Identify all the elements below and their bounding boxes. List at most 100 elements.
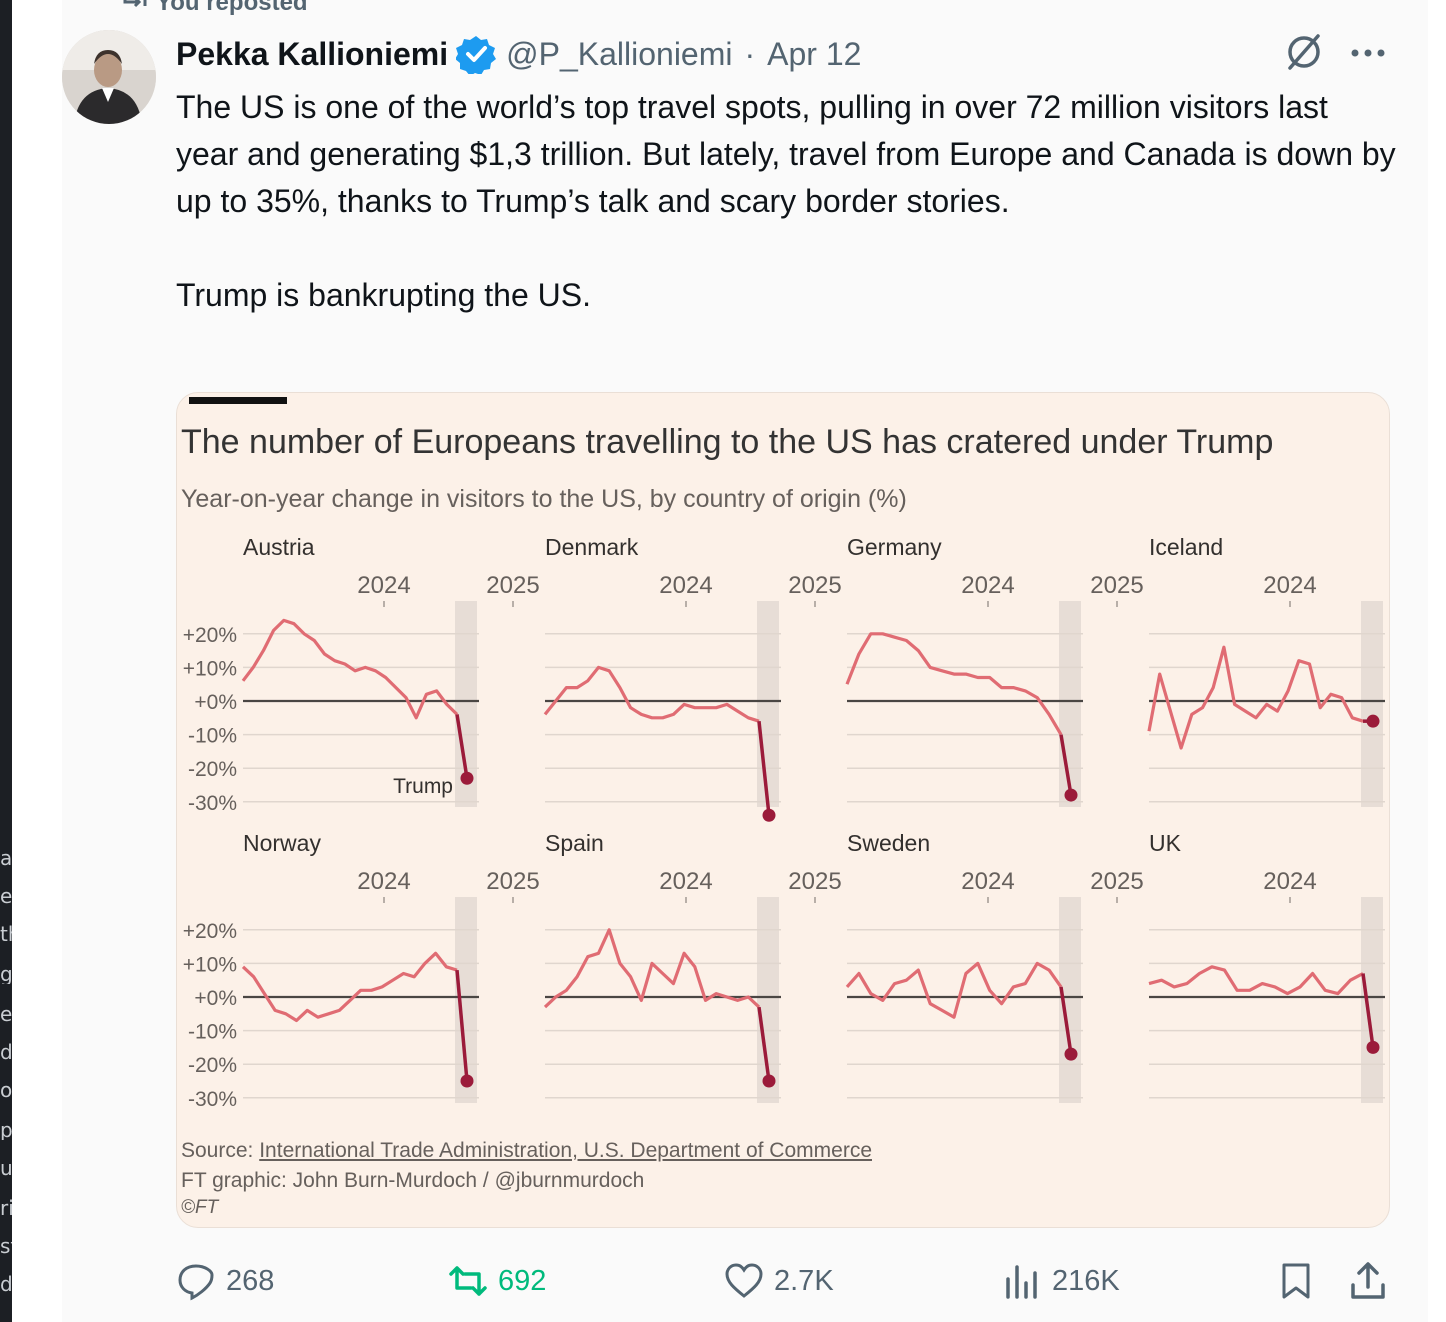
- x-tick-label: 2025: [788, 572, 841, 599]
- background-text-fragment: st: [0, 1236, 12, 1256]
- background-text-fragment: e: [0, 886, 12, 906]
- panel-title: Sweden: [847, 830, 930, 856]
- trump-drop-line: [757, 720, 771, 816]
- y-tick-label: +0%: [194, 987, 237, 1010]
- trump-drop-line: [1361, 973, 1375, 1048]
- bookmark-button[interactable]: [1276, 1258, 1326, 1304]
- x-tick-label: 2024: [659, 572, 712, 599]
- series-line: [845, 961, 1063, 1019]
- final-value-point: [460, 771, 474, 785]
- x-tick-label: 2024: [357, 868, 410, 895]
- views-button[interactable]: 216K: [1002, 1258, 1120, 1304]
- background-text-fragment: th: [0, 924, 12, 944]
- panel-title: Iceland: [1149, 534, 1223, 560]
- verified-badge-icon[interactable]: [456, 34, 497, 74]
- background-text-fragment: p: [0, 1120, 12, 1140]
- trump-drop-line: [455, 969, 469, 1082]
- like-button[interactable]: 2.7K: [724, 1258, 834, 1304]
- chart-subtitle: Year-on-year change in visitors to the U…: [181, 485, 907, 513]
- chart-credit: FT graphic: John Burn-Murdoch / @jburnmu…: [181, 1169, 645, 1192]
- x-tick-label: 2024: [961, 572, 1014, 599]
- trump-era-band: [757, 601, 779, 807]
- post-date[interactable]: Apr 12: [767, 35, 862, 72]
- trump-era-band: [757, 897, 779, 1103]
- x-tick-label: 2025: [1090, 572, 1143, 599]
- series-line: [543, 928, 761, 1009]
- repost-context[interactable]: You reposted: [120, 0, 308, 17]
- share-icon: [1351, 1262, 1385, 1299]
- y-tick-label: -10%: [188, 1021, 237, 1044]
- bookmark-icon: [1282, 1263, 1310, 1299]
- author-name[interactable]: Pekka Kallioniemi: [176, 35, 449, 72]
- trump-drop-line: [1059, 986, 1073, 1055]
- trump-era-band: [1361, 897, 1383, 1103]
- trump-era-band: [455, 601, 477, 807]
- post-text-paragraph: The US is one of the world’s top travel …: [176, 89, 1396, 219]
- more-options-icon[interactable]: [1348, 38, 1388, 68]
- panel-title: Spain: [545, 830, 604, 856]
- trump-drop-line: [757, 1006, 771, 1082]
- x-tick-label: 2024: [659, 868, 712, 895]
- y-tick-label: +0%: [194, 691, 237, 714]
- repost-count: 692: [498, 1264, 547, 1297]
- share-button[interactable]: [1348, 1258, 1398, 1304]
- trump-drop-line: [455, 714, 469, 779]
- trump-annotation: Trump: [393, 775, 453, 798]
- series-line: [241, 618, 459, 720]
- repost-context-label: You reposted: [156, 0, 308, 16]
- reply-button[interactable]: 268: [176, 1258, 274, 1304]
- heart-icon: [725, 1263, 763, 1298]
- panel-title: Germany: [847, 534, 942, 560]
- series-line: [543, 665, 760, 723]
- panel-title: UK: [1149, 830, 1182, 856]
- reply-icon: [178, 1264, 214, 1301]
- series-line: [1147, 645, 1364, 750]
- panel-title: Austria: [243, 534, 315, 560]
- post-header: Pekka Kallioniemi @P_Kallioniemi · Apr 1…: [176, 32, 861, 76]
- post-text: The US is one of the world’s top travel …: [176, 84, 1396, 319]
- author-handle[interactable]: @P_Kallioniemi: [506, 35, 733, 72]
- final-value-point: [1064, 788, 1078, 802]
- grok-icon[interactable]: [1284, 32, 1324, 72]
- final-value-point: [1366, 714, 1380, 728]
- page-margin: [12, 0, 62, 1322]
- x-tick-label: 2025: [486, 868, 539, 895]
- x-tick-label: 2025: [486, 572, 539, 599]
- background-text-fragment: ri: [0, 1198, 12, 1218]
- y-tick-label: -10%: [188, 725, 237, 748]
- x-tick-label: 2025: [788, 868, 841, 895]
- x-tick-label: 2024: [1263, 572, 1316, 599]
- source-link[interactable]: International Trade Administration, U.S.…: [259, 1139, 872, 1162]
- repost-icon: [449, 1266, 487, 1296]
- author-avatar[interactable]: [62, 30, 156, 124]
- chart-title: The number of Europeans travelling to th…: [181, 423, 1274, 461]
- series-line: [845, 632, 1063, 736]
- x-tick-label: 2025: [1090, 868, 1143, 895]
- repost-button[interactable]: 692: [448, 1258, 546, 1304]
- y-tick-label: +20%: [183, 920, 237, 943]
- final-value-point: [762, 1074, 776, 1088]
- chart-copyright: ©FT: [181, 1197, 219, 1218]
- views-chart-icon: [1006, 1265, 1037, 1299]
- background-text-fragment: e: [0, 1004, 12, 1024]
- series-line: [241, 951, 458, 1023]
- background-window-strip: a e th g e d o p u ri st d: [0, 0, 12, 1322]
- series-line: [1148, 965, 1364, 996]
- post-text-paragraph: Trump is bankrupting the US.: [176, 277, 591, 313]
- y-tick-label: -30%: [188, 1088, 237, 1111]
- page-margin-right: [1428, 0, 1446, 1322]
- background-text-fragment: d: [0, 1274, 12, 1294]
- small-multiples-chart: Austria 2024 2025 +20% +10% +0% -10% -20% -30% Tr…: [183, 534, 1385, 1111]
- x-tick-label: 2024: [961, 868, 1014, 895]
- trump-era-band: [455, 897, 477, 1103]
- source-prefix: Source:: [181, 1139, 260, 1162]
- views-count: 216K: [1052, 1264, 1120, 1297]
- y-tick-label: -20%: [188, 758, 237, 781]
- y-tick-label: +20%: [183, 624, 237, 647]
- final-value-point: [460, 1074, 474, 1088]
- trump-era-band: [1059, 601, 1081, 807]
- chart-media-card[interactable]: The number of Europeans travelling to th…: [176, 392, 1390, 1228]
- final-value-point: [762, 808, 776, 822]
- background-text-fragment: d: [0, 1042, 12, 1062]
- repost-context-icon: [120, 0, 156, 17]
